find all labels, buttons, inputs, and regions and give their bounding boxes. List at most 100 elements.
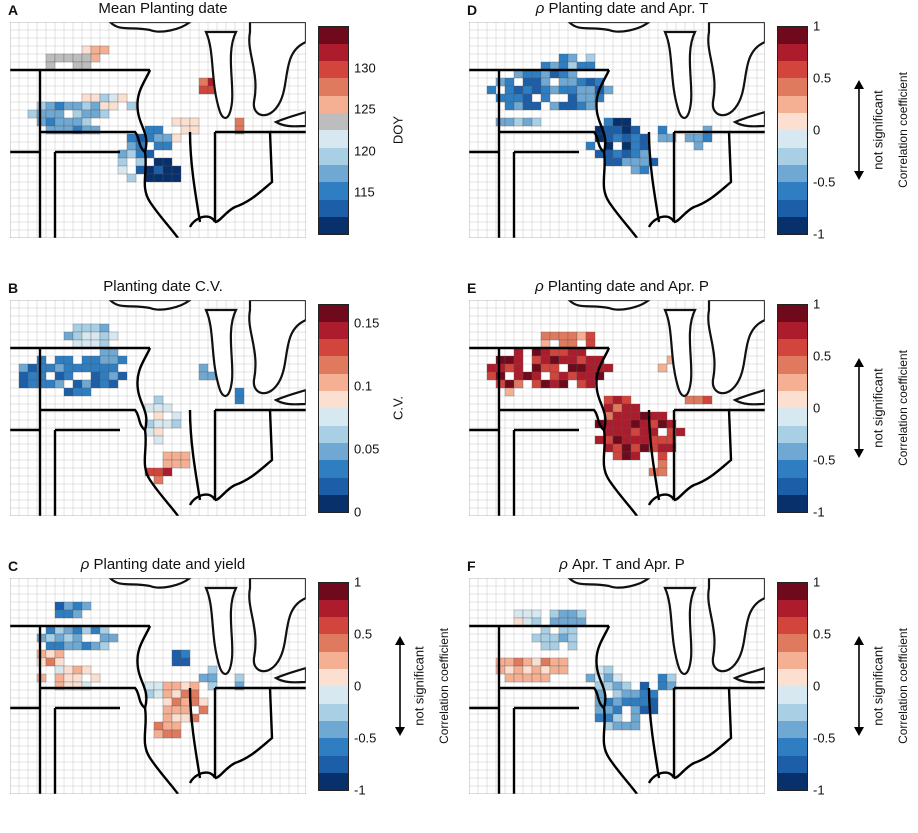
shaded-counties [36, 601, 245, 739]
rho-symbol: ρ [535, 278, 548, 295]
colorbar-frame [777, 26, 808, 235]
panel-letter: B [8, 280, 19, 296]
panel-letter: A [8, 2, 19, 18]
colorbar-segment [318, 772, 348, 791]
colorbar-tick-label: 0.5 [354, 626, 373, 642]
state-borders [469, 68, 765, 238]
colorbar-tick-label: -1 [813, 226, 825, 242]
panel-title: Mean Planting date [28, 0, 298, 17]
panel-title-text: Planting date and yield [93, 556, 246, 573]
colorbar-tick-label: 130 [354, 60, 376, 76]
colorbar-tick-label: 1 [354, 574, 362, 590]
colorbar-segment [777, 147, 807, 166]
colorbar-tick-label: -0.5 [813, 174, 836, 190]
colorbar-segment [777, 78, 807, 96]
colorbar-segment [318, 356, 348, 374]
colorbar-label: Correlation coefficient [896, 72, 910, 188]
colorbar [318, 304, 349, 513]
colorbar-segment [777, 43, 807, 62]
rho-symbol: ρ [559, 556, 572, 573]
not-significant-label: not significant [870, 90, 886, 170]
colorbar-label: Correlation coefficient [896, 628, 910, 744]
colorbar [318, 26, 349, 235]
panel-title: ρ Planting date and Apr. P [487, 278, 757, 295]
colorbar-segment [318, 43, 348, 62]
colorbar-segment [777, 216, 807, 235]
great-lakes [567, 578, 765, 684]
choropleth-map [469, 578, 765, 794]
colorbar-tick-label: 0 [813, 122, 821, 138]
colorbar-tick-label: 125 [354, 101, 376, 117]
colorbar-segment [777, 720, 807, 739]
colorbar-label: C.V. [390, 395, 406, 421]
colorbar [777, 582, 808, 791]
colorbar [318, 582, 349, 791]
colorbar-segment [777, 112, 807, 131]
rho-symbol: ρ [80, 556, 94, 573]
panel-title-text: Planting date C.V. [103, 278, 223, 295]
colorbar-segment [777, 442, 807, 461]
colorbar-tick-label: 0.05 [354, 441, 380, 457]
colorbar-segment [318, 26, 348, 44]
panel-title-text: Planting date and Apr. T [548, 0, 709, 17]
state-borders [10, 346, 306, 516]
colorbar-segment [777, 668, 807, 687]
colorbar-tick-label: 0 [354, 504, 362, 520]
colorbar-segment [777, 425, 807, 444]
colorbar-segment [777, 460, 807, 478]
state-borders [469, 624, 765, 794]
colorbar-segment [318, 199, 348, 218]
colorbar-tick-label: -1 [354, 782, 366, 798]
colorbar-segment [318, 112, 348, 131]
state-borders [10, 68, 306, 238]
great-lakes [108, 300, 306, 406]
colorbar-segment [318, 216, 348, 235]
colorbar-segment [318, 130, 348, 148]
rho-symbol: ρ [535, 0, 549, 17]
colorbar-frame [777, 582, 808, 791]
colorbar-segment [777, 130, 807, 148]
colorbar-tick-label: -0.5 [354, 730, 377, 746]
panel-a: A Mean Planting date 130 125 120 115 DOY [0, 0, 459, 277]
panel-letter: C [8, 558, 19, 574]
panel-title-text: Planting date and Apr. P [547, 278, 709, 295]
colorbar-tick-label: -1 [813, 504, 825, 520]
colorbar-segment [318, 408, 348, 426]
colorbar-segment [777, 408, 807, 426]
shaded-counties [486, 331, 713, 477]
panel-title: Planting date C.V. [28, 278, 298, 295]
panel-title-text: Apr. T and Apr. P [571, 556, 685, 573]
state-borders [10, 624, 306, 794]
double-arrow-icon [395, 636, 405, 736]
colorbar-segment [318, 668, 348, 687]
great-lakes [108, 578, 306, 684]
colorbar-label: Correlation coefficient [896, 350, 910, 466]
colorbar-tick-label: 1 [813, 296, 821, 312]
colorbar-tick-label: 0.5 [813, 626, 832, 642]
colorbar-segment [318, 460, 348, 478]
colorbar-tick-label: 0.5 [813, 348, 832, 364]
shaded-counties [27, 45, 245, 183]
colorbar-segment [318, 78, 348, 96]
great-lakes [567, 22, 765, 128]
colorbar-segment [777, 356, 807, 374]
panel-letter: E [467, 280, 477, 296]
colorbar-frame [777, 304, 808, 513]
colorbar-segment [318, 425, 348, 444]
colorbar-segment [777, 738, 807, 756]
state-borders [469, 346, 765, 516]
colorbar-label: Correlation coefficient [437, 628, 451, 744]
colorbar-tick-label: 0.1 [354, 378, 373, 394]
colorbar-label: DOY [390, 115, 406, 145]
not-significant-label: not significant [411, 646, 427, 726]
colorbar-segment [318, 703, 348, 722]
colorbar-segment [318, 338, 348, 357]
panel-b: B Planting date C.V. 0.15 0.1 0.05 0 C.V. [0, 278, 459, 555]
colorbar-segment [777, 703, 807, 722]
panel-letter: D [467, 2, 478, 18]
colorbar-segment [318, 304, 348, 322]
choropleth-map [469, 300, 765, 516]
